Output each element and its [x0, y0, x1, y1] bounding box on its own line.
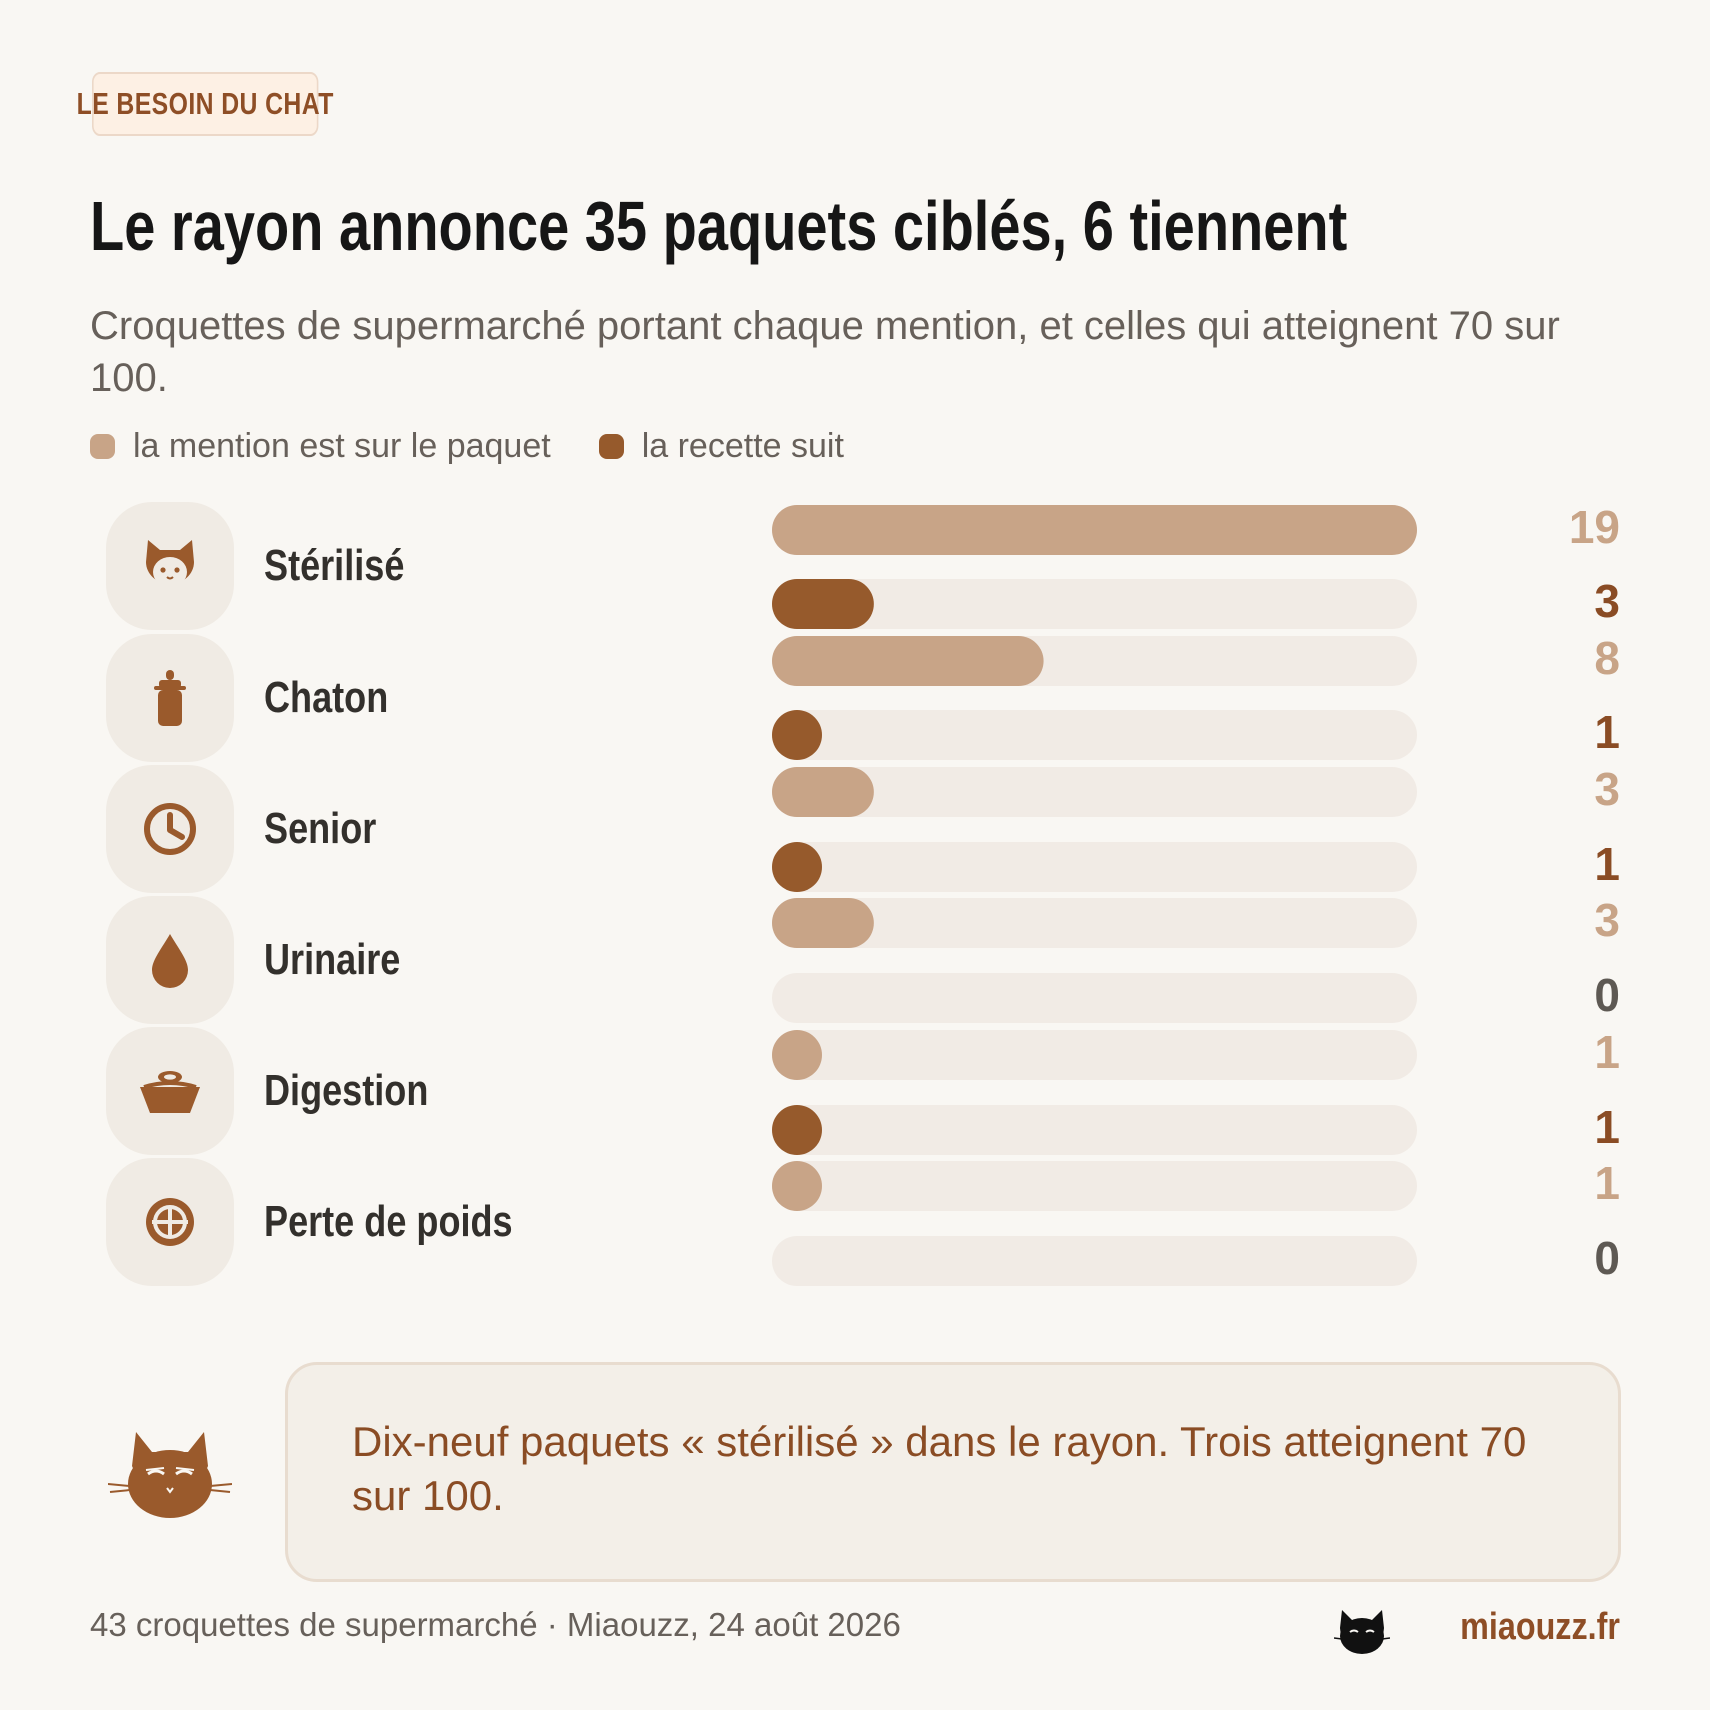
category-label: Digestion	[264, 1066, 429, 1115]
bar-mention-sterilise	[772, 505, 1417, 555]
legend-swatch-mention	[90, 433, 115, 459]
value-label-mention-digestion: 1	[1594, 1026, 1620, 1078]
bar-recette-chaton	[772, 710, 822, 760]
value-label-recette-perte-de-poids: 0	[1594, 1232, 1620, 1284]
category-label: Chaton	[264, 673, 389, 722]
bar-recette-digestion	[772, 1105, 822, 1155]
category-urinaire: Urinaire	[106, 896, 430, 1024]
globe-icon	[106, 1158, 234, 1286]
bar-track-recette-digestion	[772, 1105, 1417, 1155]
value-label-recette-sterilise: 3	[1594, 575, 1620, 627]
cat-face-icon	[106, 502, 234, 630]
value-label-recette-urinaire: 0	[1594, 969, 1620, 1021]
bar-mention-chaton	[772, 636, 1044, 686]
category-label: Senior	[264, 804, 377, 853]
legend-item-mention: la mention est sur le paquet	[90, 427, 551, 466]
category-label: Perte de poids	[264, 1197, 513, 1246]
baby-bottle-icon	[106, 634, 234, 762]
bar-track-recette-perte-de-poids	[772, 1236, 1417, 1286]
bar-track-recette-sterilise	[772, 579, 1417, 629]
category-chaton: Chaton	[106, 634, 416, 762]
category-label: Urinaire	[264, 935, 401, 984]
cat-mascot-icon	[107, 1426, 233, 1531]
page-subtitle: Croquettes de supermarché portant chaque…	[90, 304, 1560, 400]
water-drop-icon	[106, 896, 234, 1024]
clock-icon	[106, 765, 234, 893]
footer-source: 43 croquettes de supermarché · Miaouzz, …	[90, 1606, 901, 1643]
value-label-mention-chaton: 8	[1594, 632, 1620, 684]
bar-track-mention-digestion	[772, 1030, 1417, 1080]
legend-item-recette: la recette suit	[598, 426, 844, 466]
bar-track-mention-senior	[772, 767, 1417, 817]
category-label: Stérilisé	[264, 541, 405, 590]
callout-text: Dix-neuf paquets « stérilisé » dans le r…	[352, 1418, 1527, 1519]
value-label-mention-perte-de-poids: 1	[1594, 1157, 1620, 1209]
bar-recette-senior	[772, 842, 822, 892]
bar-mention-perte-de-poids	[772, 1161, 822, 1211]
category-sterilise: Stérilisé	[106, 502, 435, 630]
bar-track-recette-chaton	[772, 710, 1417, 760]
page-title: Le rayon annonce 35 paquets ciblés, 6 ti…	[90, 187, 1348, 265]
value-label-mention-senior: 3	[1594, 763, 1620, 815]
bar-mention-senior	[772, 767, 874, 817]
bar-mention-urinaire	[772, 898, 874, 948]
bar-track-recette-senior	[772, 842, 1417, 892]
value-label-recette-senior: 1	[1594, 838, 1620, 890]
section-tag: LE BESOIN DU CHAT	[77, 72, 333, 136]
value-label-mention-urinaire: 3	[1594, 894, 1620, 946]
bar-track-mention-urinaire	[772, 898, 1417, 948]
category-perte-de-poids: Perte de poids	[106, 1158, 567, 1286]
bar-mention-digestion	[772, 1030, 822, 1080]
footer-brand-link[interactable]: miaouzz.fr	[1460, 1606, 1620, 1648]
legend-label-mention: la mention est sur le paquet	[133, 426, 551, 465]
legend-swatch-recette	[598, 433, 624, 459]
bar-track-mention-perte-de-poids	[772, 1161, 1417, 1211]
bar-recette-sterilise	[772, 579, 874, 629]
callout-box: Dix-neuf paquets « stérilisé » dans le r…	[285, 1362, 1621, 1582]
value-label-mention-sterilise: 19	[1569, 501, 1620, 553]
value-label-recette-chaton: 1	[1594, 706, 1620, 758]
bar-track-recette-urinaire	[772, 973, 1417, 1023]
category-digestion: Digestion	[106, 1027, 464, 1155]
legend-label-recette: la recette suit	[641, 426, 844, 465]
category-senior: Senior	[106, 765, 401, 893]
value-label-recette-digestion: 1	[1594, 1101, 1620, 1153]
legend: la mention est sur le paquet la recette …	[90, 424, 892, 468]
cat-logo-icon	[1333, 1608, 1391, 1661]
food-bowl-icon	[106, 1027, 234, 1155]
